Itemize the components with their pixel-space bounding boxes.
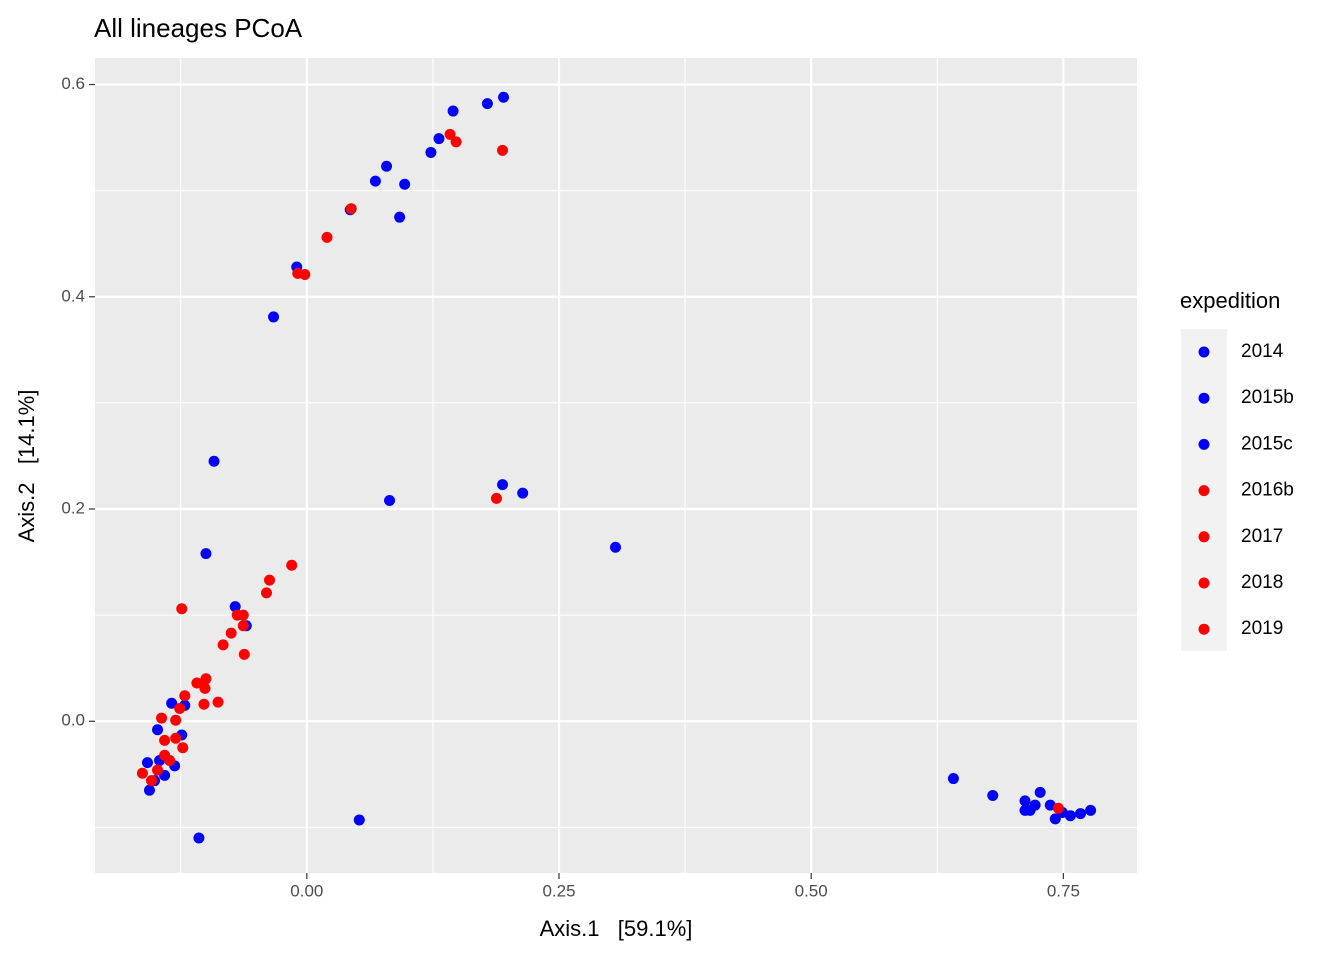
chart-title: All lineages PCoA [94,13,303,43]
point [264,574,276,586]
point [394,211,406,223]
y-tick-label: 0.0 [61,711,85,730]
x-tick-label: 0.75 [1047,881,1080,900]
point [1085,804,1097,816]
point [208,455,220,467]
point [145,775,157,787]
point [321,231,333,243]
point [193,832,205,844]
legend-key [1198,531,1210,543]
point [987,790,999,802]
legend-key [1198,346,1210,358]
point [444,128,456,140]
point [156,712,168,724]
point [229,601,241,613]
point [481,98,493,110]
point [141,757,153,769]
point [152,724,164,736]
point [225,627,237,639]
point [217,639,229,651]
point [1019,795,1031,807]
point [299,268,311,280]
point [237,620,249,632]
point [353,814,365,826]
point [947,773,959,785]
point [170,732,182,744]
legend-key [1198,577,1210,589]
x-tick-label: 0.00 [290,881,323,900]
point [231,609,243,621]
point [1049,813,1061,825]
point [345,203,357,215]
point [1034,786,1046,798]
point [384,495,396,507]
point [1029,799,1041,811]
point [490,492,502,504]
legend-label: 2017 [1241,526,1283,547]
point [166,697,178,709]
y-axis-title: Axis.2 [14.1%] [14,390,39,543]
point [399,178,411,190]
point [450,136,462,148]
point [198,698,210,710]
legend-title: expedition [1180,288,1280,313]
point [1052,802,1064,814]
point [497,479,509,491]
point [381,160,393,172]
legend-key [1198,438,1210,450]
point [191,677,203,689]
x-tick-label: 0.25 [542,881,575,900]
point [136,767,148,779]
legend-label: 2015c [1241,433,1293,454]
point [609,541,621,553]
legend-key [1198,485,1210,497]
point [286,559,298,571]
point [170,714,182,726]
point [212,696,224,708]
point [200,548,212,560]
point [498,91,510,103]
point [143,784,155,796]
point [1075,808,1087,820]
point [425,146,437,158]
x-axis-title: Axis.1 [59.1%] [540,916,693,941]
point [517,487,529,499]
point [268,311,280,323]
point [497,144,509,156]
legend-key [1198,623,1210,635]
point [159,749,171,761]
legend-label: 2014 [1241,341,1284,362]
legend-label: 2018 [1241,572,1283,593]
point [199,682,211,694]
legend-label: 2019 [1241,618,1283,639]
point [260,587,272,599]
point [369,175,381,187]
point [176,603,188,615]
point [200,673,212,685]
panel [95,58,1137,873]
point [1019,804,1031,816]
legend-key [1198,392,1210,404]
point [152,764,164,776]
point [179,690,191,702]
point [174,703,186,715]
point [177,742,189,754]
point [159,734,171,746]
legend-label: 2016b [1241,480,1294,501]
point [447,105,459,117]
y-tick-label: 0.4 [61,286,85,305]
y-tick-label: 0.6 [61,74,85,93]
point [433,133,445,145]
x-tick-label: 0.50 [795,881,828,900]
y-tick-label: 0.2 [61,498,85,517]
legend-label: 2015b [1241,387,1294,408]
point [238,648,250,660]
